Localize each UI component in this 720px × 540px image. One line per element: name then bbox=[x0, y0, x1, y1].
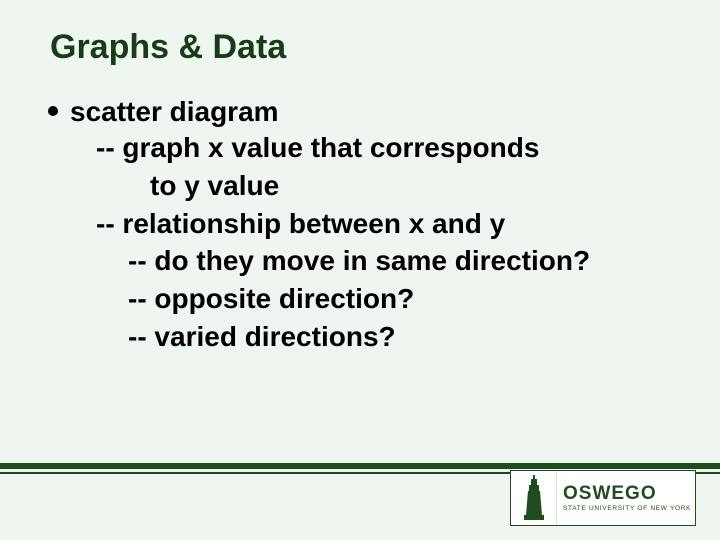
sub-line: -- relationship between x and y bbox=[92, 205, 668, 243]
sub-line: -- do they move in same direction? bbox=[92, 242, 668, 280]
sub-line: -- opposite direction? bbox=[92, 280, 668, 318]
sub-line: to y value bbox=[92, 167, 668, 205]
logo-text: OSWEGO STATE UNIVERSITY OF NEW YORK bbox=[557, 471, 695, 525]
sub-line: -- varied directions? bbox=[92, 318, 668, 356]
bullet-subs: -- graph x value that corresponds to y v… bbox=[70, 129, 668, 356]
oswego-logo: OSWEGO STATE UNIVERSITY OF NEW YORK bbox=[510, 470, 696, 526]
sub-line: -- graph x value that corresponds bbox=[92, 129, 668, 167]
rule-thick bbox=[0, 463, 720, 469]
logo-sub-text: STATE UNIVERSITY OF NEW YORK bbox=[563, 506, 695, 513]
logo-main-text: OSWEGO bbox=[563, 484, 695, 503]
bullet-item: scatter diagram -- graph x value that co… bbox=[48, 94, 668, 356]
slide-body: scatter diagram -- graph x value that co… bbox=[48, 94, 668, 356]
bullet-dot-icon bbox=[48, 106, 58, 116]
lighthouse-icon bbox=[511, 471, 557, 525]
slide-title: Graphs & Data bbox=[50, 28, 286, 67]
bullet-label: scatter diagram bbox=[70, 94, 668, 129]
